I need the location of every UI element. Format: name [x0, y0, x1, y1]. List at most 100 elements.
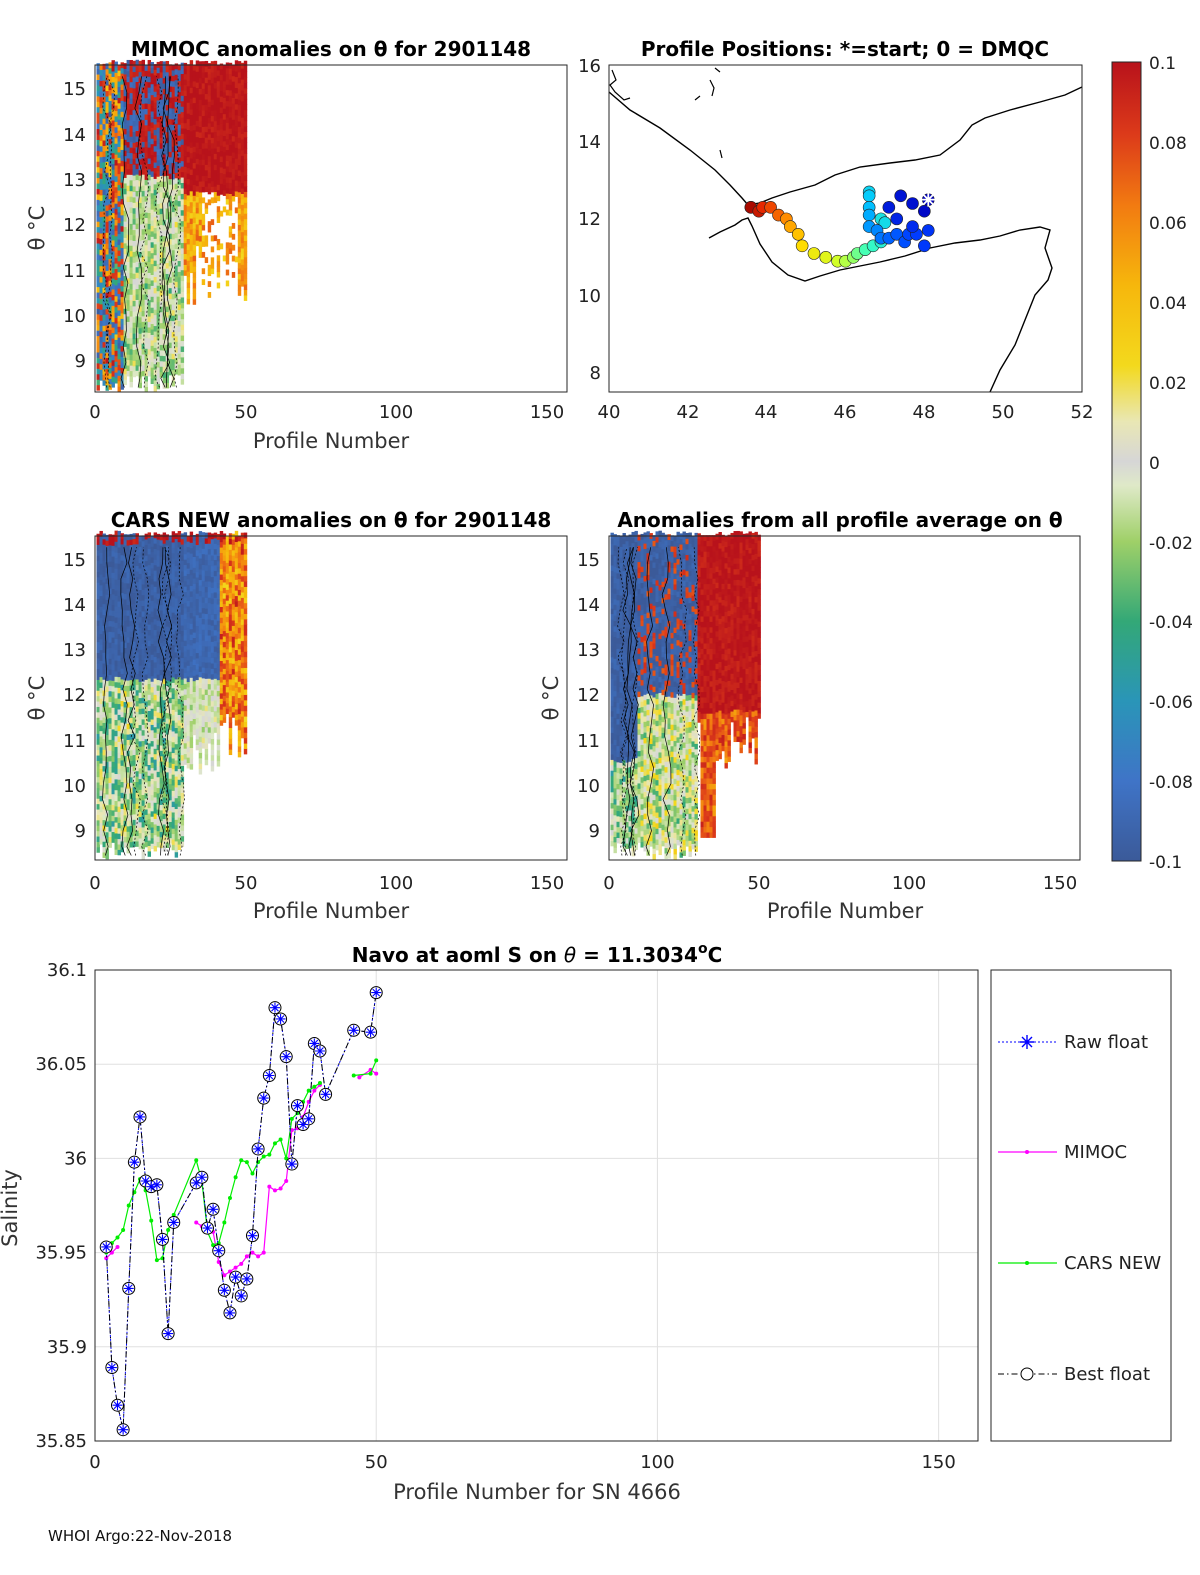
heatmap-cell — [168, 810, 173, 817]
heatmap-cell — [123, 831, 127, 838]
heatmap-cell — [174, 614, 179, 621]
heatmap-cell — [153, 759, 158, 766]
heatmap-cell — [105, 707, 109, 714]
heatmap-cell — [168, 260, 173, 267]
heatmap-cell — [234, 158, 239, 165]
heatmap-cell — [201, 715, 206, 722]
heatmap-cell — [225, 648, 230, 655]
heatmap-cell — [201, 142, 206, 149]
heatmap-cell — [108, 798, 112, 805]
heatmap-cell — [147, 613, 152, 620]
heatmap-cell — [168, 80, 173, 87]
heatmap-cell — [138, 229, 142, 236]
heatmap-cell — [147, 689, 152, 695]
heatmap-cell — [153, 575, 158, 582]
heatmap-cell — [228, 560, 233, 567]
heatmap-cell — [228, 635, 233, 642]
heatmap-cell — [186, 573, 191, 580]
heatmap-cell — [165, 175, 170, 182]
heatmap-cell — [237, 654, 242, 661]
heatmap-cell — [168, 799, 173, 806]
heatmap-cell — [129, 299, 133, 306]
heatmap-cell — [108, 329, 112, 336]
heatmap-cell — [129, 566, 133, 573]
heatmap-cell — [117, 151, 121, 158]
heatmap-cell — [213, 673, 218, 679]
heatmap-cell — [240, 133, 245, 140]
heatmap-cell — [207, 161, 212, 168]
heatmap-cell — [192, 578, 197, 585]
heatmap-cell — [102, 808, 106, 815]
heatmap-cell — [111, 136, 115, 143]
heatmap-cell — [171, 666, 176, 673]
heatmap-cell — [228, 646, 233, 653]
heatmap-cell — [105, 281, 109, 288]
heatmap-cell — [189, 130, 194, 137]
heatmap-cell — [129, 98, 133, 105]
heatmap-cell — [222, 717, 227, 723]
heatmap-cell — [183, 726, 188, 733]
heatmap-cell — [159, 815, 164, 822]
heatmap-cell — [150, 546, 155, 553]
heatmap-cell — [105, 215, 109, 222]
heatmap-cell — [180, 291, 185, 298]
heatmap-cell — [183, 220, 188, 227]
heatmap-cell — [96, 819, 100, 826]
heatmap-cell — [171, 217, 176, 224]
heatmap-cell — [243, 153, 248, 160]
heatmap-cell — [228, 706, 233, 712]
heatmap-cell — [243, 175, 248, 182]
heatmap-cell — [171, 687, 176, 694]
heatmap-cell — [132, 824, 136, 831]
heatmap-cell — [216, 706, 221, 713]
heatmap-cell — [234, 617, 239, 624]
heatmap-cell — [210, 175, 215, 182]
heatmap-cell — [129, 359, 133, 366]
heatmap-cell — [189, 699, 194, 705]
heatmap-cell — [201, 164, 206, 171]
heatmap-cell — [231, 108, 236, 115]
heatmap-cell — [204, 565, 209, 571]
heatmap-cell — [117, 293, 121, 300]
heatmap-cell — [126, 653, 130, 659]
heatmap-cell — [111, 147, 115, 154]
heatmap-cell — [216, 658, 221, 664]
heatmap-cell — [171, 206, 176, 213]
heatmap-cell — [150, 751, 155, 758]
heatmap-cell — [150, 274, 155, 281]
colorbar-gradient — [1111, 61, 1142, 862]
heatmap-cell — [102, 123, 106, 130]
heatmap-cell — [102, 330, 106, 337]
heatmap-cell — [120, 652, 124, 658]
heatmap-cell — [219, 139, 224, 146]
heatmap-cell — [213, 662, 218, 669]
heatmap-cell — [138, 169, 142, 176]
heatmap-cell — [180, 149, 185, 156]
heatmap-cell — [210, 625, 215, 632]
heatmap-cell — [171, 80, 176, 87]
heatmap-cell — [120, 100, 124, 107]
heatmap-cell — [189, 677, 194, 684]
heatmap-cell — [156, 593, 161, 600]
heatmap-cell — [141, 315, 146, 322]
coastline-islands — [609, 67, 723, 159]
heatmap-cell — [204, 727, 209, 733]
heatmap-cell — [135, 824, 139, 831]
heatmap-cell — [129, 201, 133, 208]
heatmap-cell — [132, 776, 136, 783]
heatmap-cell — [102, 352, 106, 359]
heatmap-cell — [228, 122, 233, 129]
heatmap-cell — [114, 121, 118, 128]
heatmap-cell — [171, 189, 176, 196]
heatmap-cell — [117, 304, 121, 311]
heatmap-cell — [111, 229, 115, 235]
heatmap-cell — [204, 689, 209, 696]
heatmap-cell — [96, 68, 100, 75]
heatmap-cell — [126, 114, 130, 121]
heatmap-cell — [222, 108, 227, 115]
heatmap-cell — [168, 659, 173, 666]
heatmap-cell — [174, 635, 179, 642]
heatmap-cell — [156, 825, 161, 832]
heatmap-cell — [183, 640, 188, 647]
heatmap-cell — [156, 263, 161, 270]
